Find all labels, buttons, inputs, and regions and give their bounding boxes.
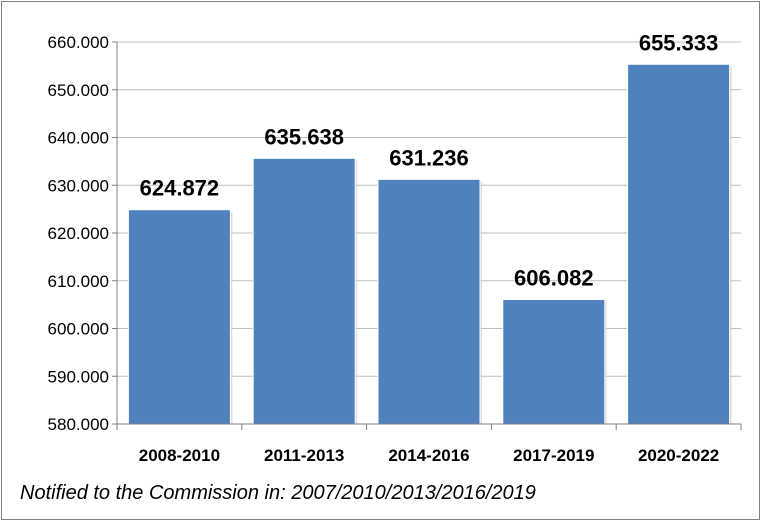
bars: [127, 63, 732, 425]
data-label: 631.236: [389, 145, 469, 170]
data-label: 655.333: [639, 30, 719, 55]
data-label: 635.638: [264, 124, 344, 149]
y-tick-label: 590.000: [48, 367, 109, 386]
x-tick-label: 2017-2019: [513, 446, 594, 465]
data-label: 606.082: [514, 265, 594, 290]
y-tick-label: 610.000: [48, 272, 109, 291]
data-label: 624.872: [140, 176, 220, 201]
y-tick-label: 660.000: [48, 33, 109, 52]
y-axis-ticks: 580.000 590.000 600.000 610.000 620.000 630.0…: [48, 33, 117, 434]
y-tick-label: 650.000: [48, 81, 109, 100]
y-tick-label: 620.000: [48, 224, 109, 243]
x-tick-label: 2011-2013: [264, 446, 344, 465]
data-labels: 624.872 635.638 631.236 606.082 655.333: [140, 30, 719, 290]
y-tick-label: 630.000: [48, 176, 109, 195]
x-tick-label: 2020-2022: [638, 446, 719, 465]
bar: [377, 178, 481, 425]
footnote: Notified to the Commission in: 2007/2010…: [20, 482, 536, 504]
bar: [127, 209, 231, 425]
bar: [252, 157, 356, 425]
x-axis-ticks: 2008-2010 2011-2013 2014-2016 2017-2019 2020…: [116, 424, 742, 465]
x-tick-label: 2008-2010: [139, 446, 220, 465]
bar: [627, 63, 731, 425]
y-tick-label: 640.000: [48, 129, 109, 148]
bar: [502, 298, 606, 425]
axes: [116, 42, 741, 425]
y-tick-label: 580.000: [48, 415, 109, 434]
x-tick-label: 2014-2016: [388, 446, 469, 465]
y-tick-label: 600.000: [48, 320, 109, 339]
